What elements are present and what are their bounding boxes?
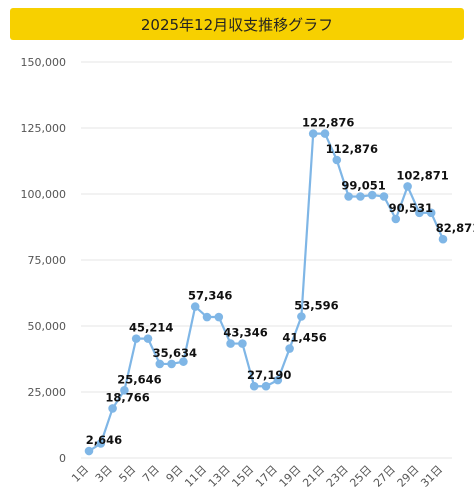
data-point	[308, 129, 318, 138]
x-tick-label: 27日	[371, 463, 398, 490]
x-tick-label: 11日	[182, 463, 209, 490]
data-point	[249, 381, 259, 391]
data-label: 35,634	[153, 346, 197, 360]
data-label: 43,346	[223, 326, 267, 340]
x-tick-label: 19日	[277, 463, 304, 490]
x-tick-label: 7日	[140, 463, 162, 485]
y-tick-label: 50,000	[28, 320, 67, 333]
data-point	[155, 359, 165, 369]
x-tick-label: 23日	[324, 463, 351, 490]
data-point	[131, 334, 141, 343]
data-label: 99,051	[341, 179, 385, 193]
data-point	[179, 357, 188, 366]
data-point	[190, 302, 200, 311]
data-point	[438, 234, 448, 244]
data-point	[426, 208, 436, 218]
data-point	[297, 312, 306, 321]
y-tick-label: 25,000	[28, 386, 67, 399]
x-tick-label: 5日	[116, 463, 138, 485]
data-point	[285, 344, 294, 353]
y-tick-label: 125,000	[21, 122, 67, 135]
data-label: 18,766	[105, 390, 149, 404]
data-point	[391, 214, 401, 224]
data-point	[96, 439, 106, 448]
data-point	[344, 192, 353, 201]
data-point	[202, 312, 212, 322]
x-tick-label: 1日	[69, 463, 91, 485]
data-point	[356, 192, 365, 201]
data-label: 122,876	[302, 116, 354, 130]
x-tick-label: 31日	[418, 463, 445, 490]
data-point	[108, 404, 117, 413]
data-label: 27,190	[247, 368, 291, 382]
x-tick-label: 15日	[229, 463, 256, 490]
chart-title: 2025年12月収支推移グラフ	[140, 15, 334, 34]
data-point	[167, 359, 176, 369]
data-label: 82,871	[436, 221, 474, 235]
data-point	[226, 339, 235, 348]
data-point	[415, 208, 424, 218]
data-label: 102,871	[396, 168, 448, 182]
x-tick-label: 17日	[253, 463, 280, 490]
data-point	[403, 182, 412, 191]
data-label: 2,646	[86, 433, 122, 447]
data-label: 25,646	[117, 372, 161, 386]
chart-title-bar: 2025年12月収支推移グラフ	[10, 8, 464, 40]
data-label: 45,214	[129, 321, 173, 335]
y-tick-label: 100,000	[21, 188, 67, 201]
data-point	[273, 375, 283, 385]
data-point	[214, 312, 224, 322]
data-point	[379, 192, 389, 201]
data-label: 41,456	[282, 331, 326, 345]
x-tick-label: 13日	[206, 463, 233, 490]
data-point	[238, 339, 247, 348]
data-point	[261, 381, 271, 391]
data-label: 57,346	[188, 289, 232, 303]
data-label: 90,531	[389, 201, 433, 215]
x-tick-label: 25日	[347, 463, 374, 490]
y-tick-label: 150,000	[21, 56, 67, 69]
data-point	[84, 446, 94, 456]
data-point	[332, 155, 342, 165]
x-tick-label: 21日	[300, 463, 327, 490]
data-point	[143, 334, 153, 343]
x-tick-label: 29日	[395, 463, 422, 490]
y-tick-label: 0	[59, 452, 66, 465]
y-tick-label: 75,000	[28, 254, 67, 267]
data-point	[367, 190, 377, 200]
data-label: 112,876	[326, 142, 378, 156]
data-point	[120, 385, 129, 395]
data-label: 53,596	[294, 299, 338, 313]
data-point	[320, 129, 330, 138]
x-tick-label: 3日	[93, 463, 115, 485]
